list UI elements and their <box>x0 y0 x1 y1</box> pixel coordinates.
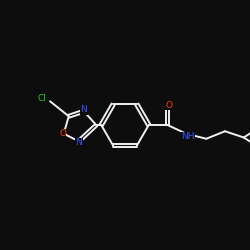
Text: O: O <box>59 129 66 138</box>
Text: Cl: Cl <box>38 94 46 103</box>
Text: NH: NH <box>181 132 194 141</box>
Text: O: O <box>165 101 172 110</box>
Text: N: N <box>80 106 87 114</box>
Text: N: N <box>76 138 82 147</box>
